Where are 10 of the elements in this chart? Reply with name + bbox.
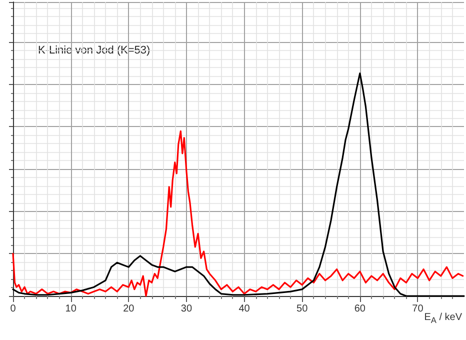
x-tick-label: 70 xyxy=(412,304,424,314)
x-tick-label: 10 xyxy=(65,304,77,314)
x-tick-label: 30 xyxy=(180,304,192,314)
x-tick-label: 60 xyxy=(354,304,366,314)
x-axis-title: E$_{A}$ / keV xyxy=(424,312,462,325)
x-tick-label: 40 xyxy=(238,304,250,314)
x-tick-label: 0 xyxy=(10,304,16,314)
text: K-Linie von Jod (K=53) xyxy=(38,44,150,56)
x-tick-label: 50 xyxy=(296,304,308,314)
x-tick-label: 20 xyxy=(123,304,135,314)
